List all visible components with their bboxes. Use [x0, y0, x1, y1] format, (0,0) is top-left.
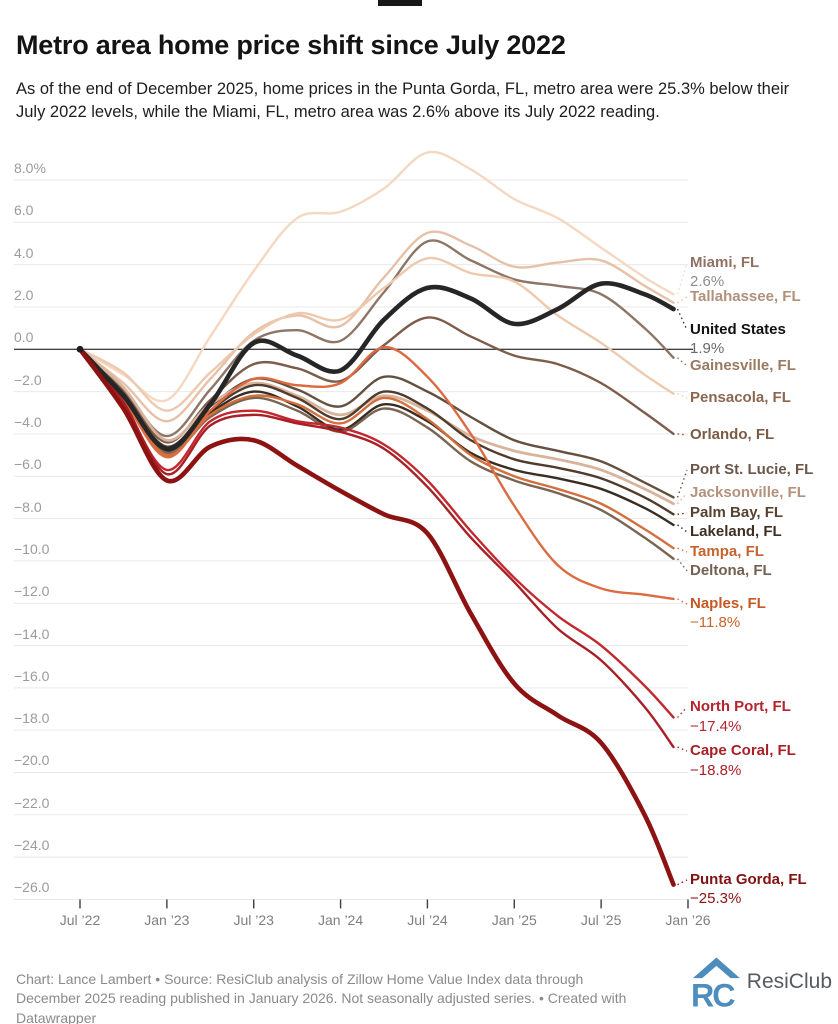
y-axis-label: 4.0	[14, 244, 34, 261]
label-connector	[676, 469, 688, 498]
series-name-label: Punta Gorda, FL	[690, 871, 807, 888]
series-line	[77, 280, 676, 452]
series-value-label: −17.4%	[690, 718, 742, 735]
y-axis-label: −12.0	[14, 583, 50, 600]
x-axis-label: Jul ’24	[407, 912, 448, 929]
chart-subtitle: As of the end of December 2025, home pri…	[16, 79, 790, 121]
label-connector	[677, 879, 688, 886]
series-name-label: Port St. Lucie, FL	[690, 461, 814, 478]
series-value-label: 2.6%	[690, 273, 725, 290]
x-axis-label: Jul ’23	[233, 912, 274, 929]
label-connector	[677, 393, 688, 399]
y-axis-label: 8.0%	[14, 160, 46, 176]
series-line	[78, 256, 675, 412]
resiclub-logo-icon: RC	[691, 957, 740, 1011]
y-axis-label: −18.0	[14, 710, 50, 727]
label-connector	[677, 524, 688, 533]
x-axis-label: Jul ’25	[580, 912, 622, 929]
series-value-label: −18.8%	[690, 762, 742, 779]
series-name-label: Deltona, FL	[690, 562, 772, 579]
y-axis-label: −22.0	[14, 794, 50, 811]
label-connector	[676, 262, 688, 295]
series-name-label: Orlando, FL	[690, 426, 775, 443]
series-value-label: −25.3%	[690, 890, 742, 907]
label-connector	[677, 547, 688, 553]
label-connector	[677, 433, 688, 436]
x-axis-label: Jan ’24	[317, 912, 364, 929]
series-start-dot	[76, 345, 84, 353]
resiclub-logo: RC ResiClub	[690, 950, 832, 1014]
series-name-label: Miami, FL	[690, 254, 760, 271]
series-name-label: Jacksonville, FL	[690, 484, 806, 501]
y-axis-label: −14.0	[14, 625, 50, 642]
series-line	[78, 150, 675, 403]
series-name-label: Naples, FL	[690, 595, 766, 612]
label-connector	[677, 746, 688, 752]
y-axis-label: −24.0	[14, 837, 50, 854]
series-name-label: Tallahassee, FL	[690, 288, 801, 305]
label-connector	[677, 512, 688, 516]
y-axis-label: −16.0	[14, 667, 50, 684]
y-axis-label: −20.0	[14, 752, 50, 769]
series-line	[78, 348, 675, 719]
series-line	[78, 347, 675, 506]
series-name-label: Lakeland, FL	[690, 523, 782, 540]
series-name-label: Gainesville, FL	[690, 357, 796, 374]
label-connector	[677, 598, 688, 605]
series-name-label: North Port, FL	[690, 698, 791, 715]
series-name-label: Pensacola, FL	[690, 389, 791, 406]
y-axis-label: −4.0	[14, 413, 42, 430]
series-line	[78, 348, 675, 550]
y-axis-label: 2.0	[14, 286, 34, 303]
series-name-label: Cape Coral, FL	[690, 742, 796, 759]
label-connector	[676, 706, 688, 718]
resiclub-logo-text: ResiClub	[746, 970, 832, 993]
label-connector	[677, 296, 688, 304]
y-axis-label: −6.0	[14, 456, 42, 473]
x-axis-label: Jan ’23	[144, 912, 190, 929]
series-line	[78, 345, 675, 601]
series-line	[78, 348, 675, 749]
series-line	[77, 346, 676, 887]
series-line	[78, 348, 675, 560]
y-axis-label: −26.0	[14, 879, 50, 896]
attribution-text: Chart: Lance Lambert • Source: ResiClub …	[16, 971, 627, 1024]
x-axis-label: Jan ’25	[491, 912, 537, 929]
y-axis-label: 6.0	[14, 202, 34, 219]
y-axis-label: −2.0	[14, 371, 42, 388]
series-value-label: −11.8%	[690, 614, 741, 631]
page-title: Metro area home price shift since July 2…	[16, 30, 566, 61]
series-name-label: Tampa, FL	[690, 543, 764, 560]
series-line	[78, 230, 675, 423]
x-axis-label: Jan ’26	[665, 912, 711, 929]
x-axis-label: Jul ’22	[59, 912, 101, 929]
series-value-label: 1.9%	[690, 340, 725, 357]
label-connector	[677, 357, 688, 367]
label-connector	[676, 308, 688, 331]
y-axis-label: −8.0	[14, 498, 42, 515]
series-name-label: Palm Bay, FL	[690, 504, 784, 521]
label-connector	[676, 492, 688, 505]
svg-text:RC: RC	[691, 977, 735, 1011]
y-axis-label: −10.0	[14, 540, 50, 557]
top-edge-mark	[378, 0, 422, 6]
y-axis-label: 0.0	[14, 329, 34, 346]
series-name-label: United States	[690, 321, 786, 338]
